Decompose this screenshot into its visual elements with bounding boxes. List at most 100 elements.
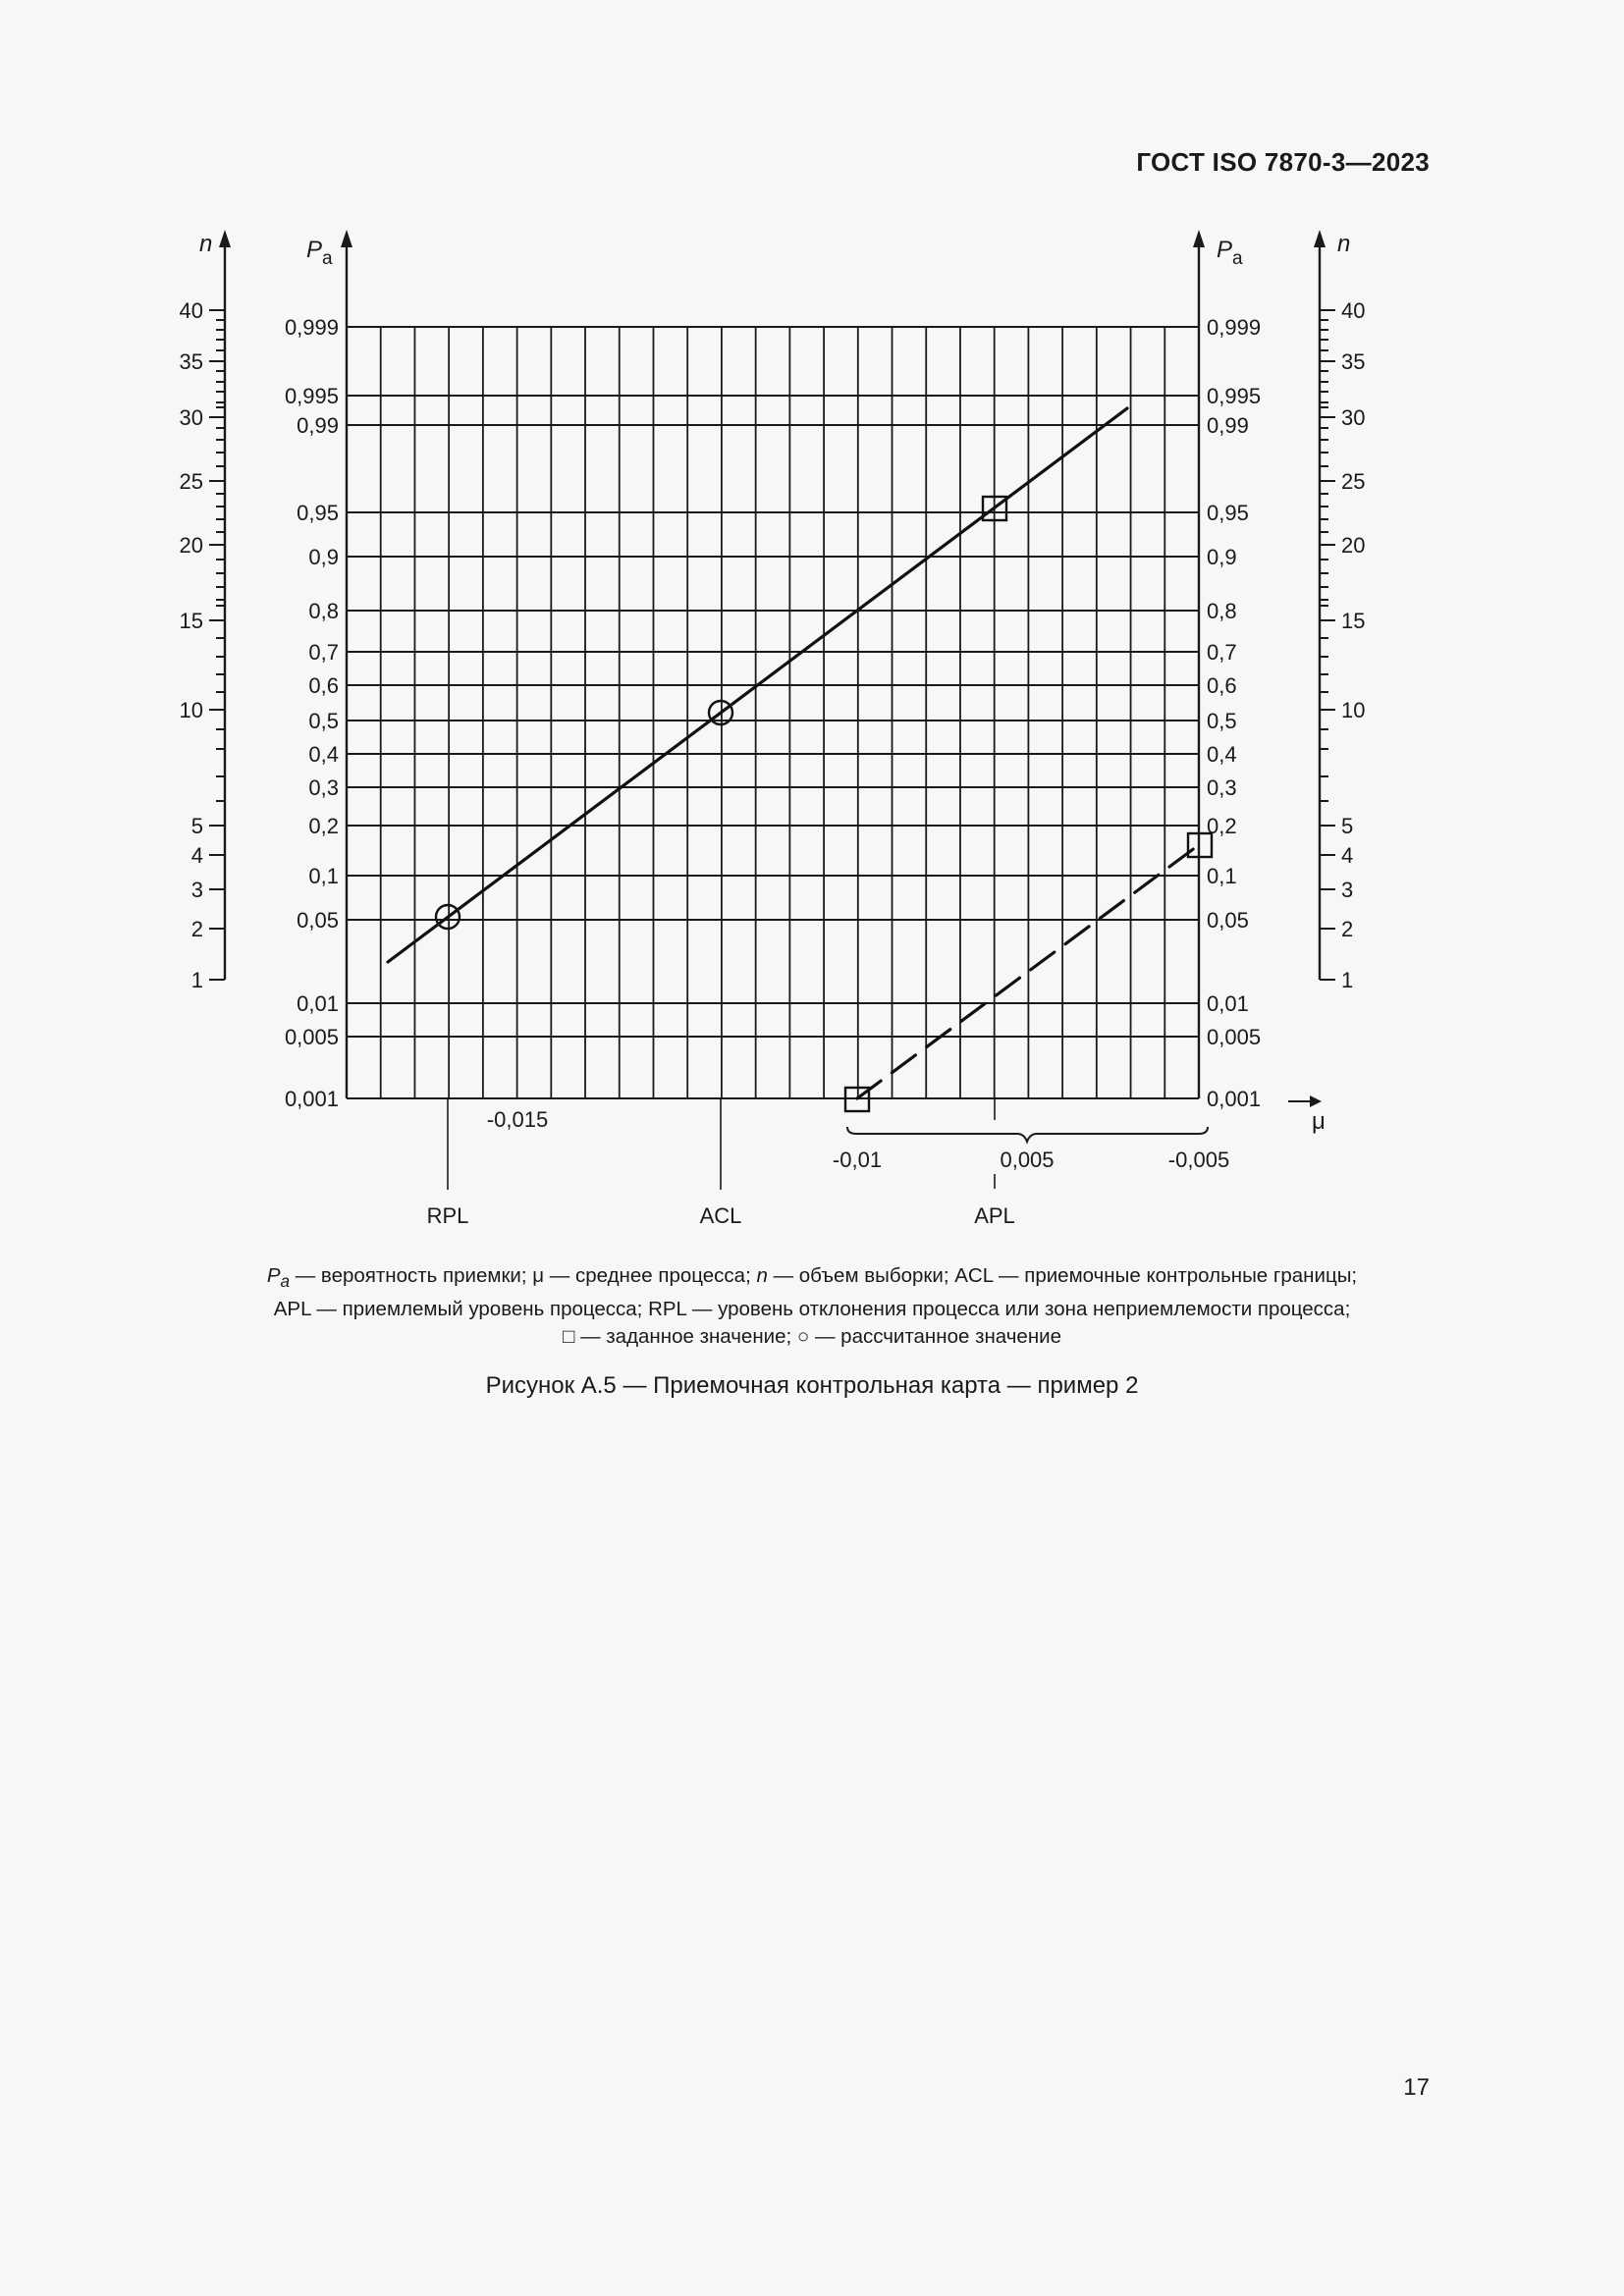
arrow-up-icon [1314,230,1326,247]
chart-legend: Pa — вероятность приемки; μ — среднее пр… [0,1262,1624,1351]
pa-tick-label: 0,7 [308,640,339,665]
pa-tick-label: 0,99 [1207,413,1249,438]
marker-label-rpl: RPL [427,1203,469,1228]
pa-tick-label: 0,05 [1207,908,1249,933]
specified-point-square-icon [843,1086,871,1113]
n-tick-label: 5 [191,814,203,838]
marker-label-acl: ACL [700,1203,742,1228]
pa-tick-label: 0,95 [297,501,339,525]
n-tick-label: 30 [1341,405,1365,430]
pa-tick-label: 0,95 [1207,501,1249,525]
n-tick-label: 3 [1341,878,1353,902]
n-tick-label: 25 [1341,469,1365,494]
pa-tick-label: 0,005 [285,1025,339,1049]
chart-grid [341,230,1205,1099]
legend-n-symbol: n [756,1264,768,1287]
n-tick-label: 35 [1341,349,1365,374]
calculated-point-circle-icon [434,903,461,931]
specified-point-square-icon [1186,831,1214,859]
pa-tick-label: 0,999 [285,315,339,340]
arrow-up-icon [1193,230,1205,247]
pa-tick-label: 0,05 [297,908,339,933]
n-tick-label: 1 [1341,968,1353,992]
pa-tick-label: 0,1 [308,864,339,888]
n-axis-left: 40 35 30 25 20 15 10 5 4 3 2 1 [180,230,231,992]
legend-line-1: Pa — вероятность приемки; μ — среднее пр… [0,1262,1624,1296]
chart-series [386,406,1214,1113]
arrow-up-icon [219,230,231,247]
n-tick-label: 3 [191,878,203,902]
pa-tick-label: 0,5 [308,709,339,733]
x-tick-label: -0,005 [1168,1148,1229,1172]
n-axis-title: n [1337,231,1350,257]
n-tick-label: 25 [180,469,203,494]
n-tick-label: 10 [1341,698,1365,722]
arrow-right-icon [1310,1095,1322,1107]
pa-tick-label: 0,9 [1207,545,1237,569]
range-brace [846,1126,1209,1145]
pa-tick-label: 0,001 [285,1087,339,1111]
axis-titles: Pa Pa n n μ [199,231,1350,1135]
document-id-header: ГОСТ ISO 7870-3—2023 [1136,147,1430,177]
pa-tick-label: 0,7 [1207,640,1237,665]
x-tick-label: 0,005 [1000,1148,1054,1172]
n-tick-label: 35 [180,349,203,374]
x-tick-label: -0,01 [833,1148,882,1172]
n-tick-label: 20 [1341,533,1365,558]
n-tick-label: 5 [1341,814,1353,838]
pa-tick-label: 0,001 [1207,1087,1261,1111]
legend-line-2: APL — приемлемый уровень процесса; RPL —… [273,1298,1351,1321]
pa-tick-label: 0,9 [308,545,339,569]
calculated-point-circle-icon [707,699,734,726]
pa-tick-label: 0,4 [1207,742,1237,767]
n-axis-title: n [199,231,212,257]
n-tick-label: 15 [1341,609,1365,633]
pa-tick-label: 0,1 [1207,864,1237,888]
figure-caption: Рисунок А.5 — Приемочная контрольная кар… [485,1372,1139,1399]
pa-tick-label: 0,999 [1207,315,1261,340]
mu-axis-title: μ [1312,1108,1326,1135]
pa-tick-label: 0,5 [1207,709,1237,733]
n-tick-label: 15 [180,609,203,633]
legend-line-3: □ — заданное значение; ○ — рассчитанное … [563,1325,1061,1349]
pa-tick-label: 0,2 [308,814,339,838]
pa-tick-label: 0,01 [297,991,339,1016]
pa-tick-label: 0,99 [297,413,339,438]
specified-point-square-icon [981,495,1008,522]
pa-tick-label: 0,995 [1207,384,1261,408]
x-axis: -0,015 -0,01 0,005 -0,005 RPL ACL APL [427,1095,1322,1228]
n-tick-label: 4 [191,843,203,868]
x-tick-label: -0,015 [487,1107,548,1132]
n-tick-label: 40 [1341,298,1365,323]
legend-pa-symbol: P [266,1264,281,1287]
pa-axis-title: Pa [1217,237,1243,269]
pa-tick-label: 0,8 [308,599,339,623]
pa-tick-label: 0,3 [1207,775,1237,800]
legend-line-1-text: — вероятность приемки; μ — среднее проце… [290,1264,757,1287]
solid-series-line [386,406,1129,964]
n-tick-label: 10 [180,698,203,722]
pa-tick-label: 0,6 [308,673,339,698]
n-tick-label: 4 [1341,843,1353,868]
pa-tick-label: 0,005 [1207,1025,1261,1049]
legend-pa-subscript: a [280,1272,291,1292]
pa-tick-label: 0,8 [1207,599,1237,623]
pa-axis-right-labels: 0,999 0,995 0,99 0,95 0,9 0,8 0,7 0,6 0,5 0,4 0,3 0… [1207,315,1261,1111]
pa-tick-label: 0,6 [1207,673,1237,698]
pa-tick-label: 0,3 [308,775,339,800]
marker-label-apl: APL [974,1203,1015,1228]
pa-axis-left-labels: 0,999 0,995 0,99 0,95 0,9 0,8 0,7 0,6 0,5 0,4 0,3 0… [285,315,339,1111]
n-tick-label: 30 [180,405,203,430]
dashed-series-line [855,842,1202,1100]
n-axis-right: 40 35 30 25 20 15 10 5 4 3 2 1 [1314,230,1365,992]
arrow-up-icon [341,230,352,247]
pa-tick-label: 0,01 [1207,991,1249,1016]
n-tick-label: 40 [180,298,203,323]
page-number: 17 [1403,2074,1430,2101]
legend-line-1-tail: — объем выборки; ACL — приемочные контро… [767,1264,1358,1287]
n-tick-label: 20 [180,533,203,558]
pa-axis-title: Pa [306,237,333,269]
pa-tick-label: 0,995 [285,384,339,408]
pa-tick-label: 0,4 [308,742,339,767]
n-tick-label: 2 [191,917,203,941]
